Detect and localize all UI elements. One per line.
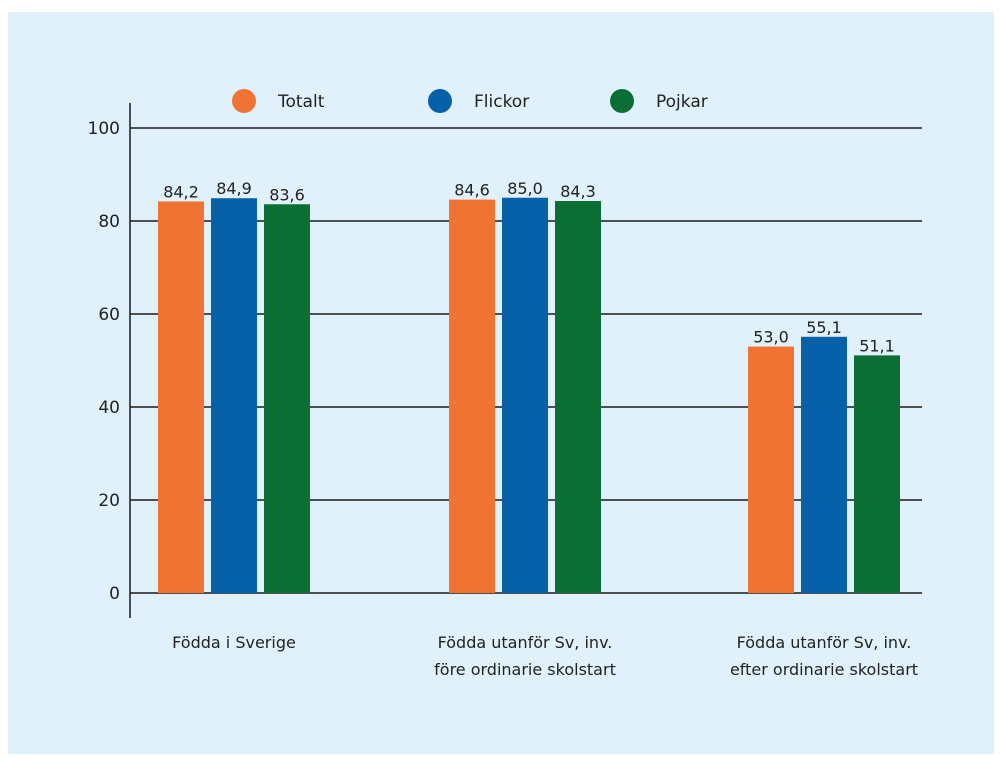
legend-label-pojkar: Pojkar — [656, 92, 708, 112]
category-label: Födda utanför Sv, inv. — [438, 633, 613, 652]
legend-label-flickor: Flickor — [474, 92, 529, 112]
y-tick-label: 80 — [98, 212, 120, 232]
category-label: Födda utanför Sv, inv. — [737, 633, 912, 652]
data-label: 84,3 — [560, 182, 596, 201]
data-label: 83,6 — [269, 185, 305, 204]
bar-flickor — [211, 198, 257, 593]
category-label: före ordinarie skolstart — [434, 660, 616, 679]
bar-pojkar — [264, 204, 310, 593]
bar-pojkar — [854, 355, 900, 593]
bar-totalt — [748, 346, 794, 593]
data-label: 85,0 — [507, 179, 543, 198]
bar-flickor — [801, 336, 847, 593]
data-label: 84,2 — [163, 182, 199, 201]
y-tick-label: 60 — [98, 305, 120, 325]
y-tick-label: 40 — [98, 398, 120, 418]
data-label: 55,1 — [806, 318, 842, 337]
bar-totalt — [449, 199, 495, 594]
bar-totalt — [158, 201, 204, 593]
data-label: 53,0 — [753, 328, 789, 347]
data-label: 84,6 — [454, 181, 490, 200]
bar-pojkar — [555, 201, 601, 593]
category-label: Födda i Sverige — [172, 633, 296, 652]
bar-flickor — [502, 197, 548, 593]
legend-marker-totalt — [232, 89, 256, 113]
legend-marker-pojkar — [610, 89, 634, 113]
data-label: 84,9 — [216, 179, 252, 198]
data-label: 51,1 — [859, 336, 895, 355]
y-tick-label: 100 — [88, 119, 120, 139]
y-tick-label: 0 — [109, 584, 120, 604]
category-label: efter ordinarie skolstart — [730, 660, 918, 679]
legend-label-totalt: Totalt — [277, 92, 325, 112]
y-tick-label: 20 — [98, 491, 120, 511]
legend-marker-flickor — [428, 89, 452, 113]
